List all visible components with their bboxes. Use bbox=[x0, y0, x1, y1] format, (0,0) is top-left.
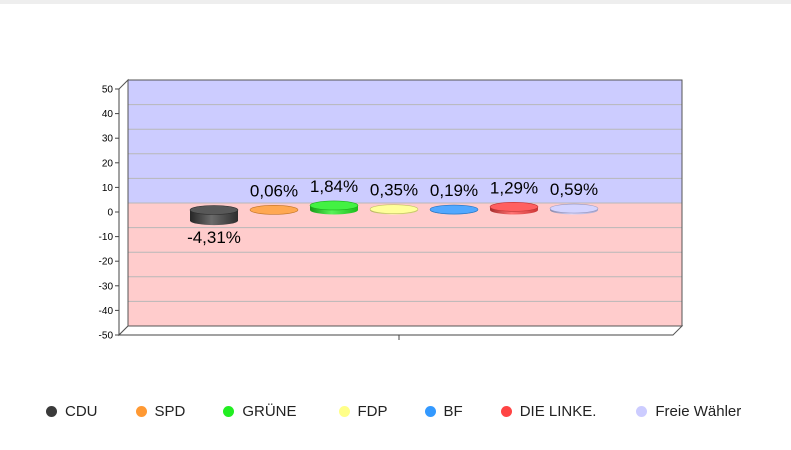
y-tick-label: 40 bbox=[102, 109, 114, 120]
chart-legend: CDU SPD GRÜNE FDP BF DIE LINKE. Freie Wähler bbox=[46, 400, 741, 422]
y-tick-label: -30 bbox=[99, 281, 114, 292]
top-bar bbox=[0, 0, 791, 4]
y-tick-label: -20 bbox=[99, 257, 114, 268]
legend-swatch bbox=[424, 405, 436, 417]
data-label: 0,19% bbox=[430, 181, 478, 200]
bar-fdp bbox=[369, 204, 419, 215]
data-label: -4,31% bbox=[187, 228, 241, 247]
bar-bf bbox=[429, 204, 479, 215]
legend-item: SPD bbox=[135, 402, 186, 420]
bar-top bbox=[549, 203, 599, 214]
bar-cdu bbox=[189, 205, 239, 226]
legend-label: DIE LINKE. bbox=[519, 402, 597, 420]
positive-region bbox=[128, 80, 682, 203]
legend-item: GRÜNE bbox=[223, 402, 297, 420]
legend-item: BF bbox=[424, 402, 463, 420]
legend-item: FDP bbox=[338, 402, 388, 420]
legend-swatch bbox=[636, 405, 648, 417]
legend-swatch bbox=[46, 405, 57, 417]
y-tick-label: 10 bbox=[102, 183, 114, 194]
bar-die-linke- bbox=[489, 202, 539, 215]
data-label: 1,84% bbox=[310, 177, 358, 196]
y-tick-label: -40 bbox=[99, 306, 114, 317]
legend-label: CDU bbox=[65, 402, 98, 420]
data-label: 0,59% bbox=[550, 180, 598, 199]
y-tick-label: -50 bbox=[99, 331, 114, 342]
y-tick-label: -10 bbox=[99, 232, 114, 243]
axis-side-wall bbox=[118, 78, 129, 337]
bar-gr-ne bbox=[309, 200, 359, 215]
bar-top bbox=[249, 205, 299, 215]
legend-item: DIE LINKE. bbox=[500, 402, 597, 420]
legend-item: Freie Wähler bbox=[636, 403, 741, 420]
legend-label: FDP bbox=[357, 402, 388, 420]
data-label: 1,29% bbox=[490, 178, 538, 197]
legend-swatch bbox=[223, 405, 235, 417]
bar-top bbox=[489, 202, 539, 212]
legend-swatch bbox=[500, 405, 512, 417]
y-tick-label: 0 bbox=[107, 208, 113, 219]
legend-label: SPD bbox=[154, 402, 186, 420]
plot-frame bbox=[127, 79, 683, 327]
legend-label: GRÜNE bbox=[242, 402, 297, 420]
legend-label: Freie Wähler bbox=[655, 402, 742, 420]
bar-spd bbox=[249, 205, 299, 215]
bar-freie-w-hler bbox=[549, 203, 599, 215]
data-label: 0,35% bbox=[370, 181, 418, 200]
y-tick-label: 20 bbox=[102, 158, 114, 169]
bar-top bbox=[369, 204, 419, 214]
bar-top bbox=[189, 205, 239, 215]
bar-top bbox=[429, 204, 479, 215]
y-tick-label: 50 bbox=[102, 85, 114, 96]
bar-top bbox=[309, 200, 359, 211]
legend-item: CDU bbox=[46, 403, 98, 420]
legend-swatch bbox=[338, 405, 350, 417]
legend-swatch bbox=[135, 405, 147, 417]
data-label: 0,06% bbox=[250, 181, 298, 200]
legend-label: BF bbox=[443, 402, 463, 420]
y-tick-label: 30 bbox=[102, 134, 114, 145]
axis-floor bbox=[117, 325, 684, 336]
